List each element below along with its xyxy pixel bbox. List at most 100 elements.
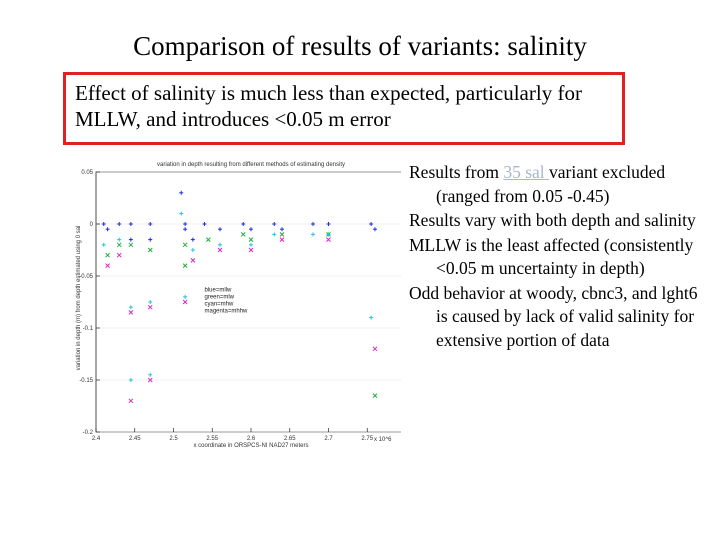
chart-point-mllw (272, 222, 277, 226)
chart-point-mlw (182, 242, 188, 248)
chart-point-stroke (182, 263, 188, 268)
chart-point-stroke (116, 242, 122, 248)
chart-point-stroke (128, 242, 134, 248)
chart-point-stroke (326, 237, 331, 242)
chart-point-mlw (105, 252, 110, 258)
chart-point-stroke (128, 398, 134, 404)
chart-point-mhw (311, 232, 315, 237)
chart-point-mllw (311, 222, 315, 226)
chart-x-tick-label: 2.75 (361, 436, 373, 442)
chart-point-mhw (183, 294, 188, 299)
chart-point-mhw (190, 248, 195, 252)
chart-point-stroke (217, 247, 223, 253)
chart-point-stroke (240, 232, 246, 237)
chart-legend-entry: magenta=mhhw (205, 309, 249, 315)
chart-point-stroke (372, 393, 378, 398)
chart-point-stroke (279, 232, 285, 237)
chart-points (101, 190, 378, 404)
chart-x-ticks: 2.42.452.52.552.62.652.72.752.8 (92, 428, 374, 442)
chart-point-mlw (206, 237, 211, 242)
chart-point-mllw (148, 237, 153, 242)
chart-point-mhw (326, 232, 331, 237)
chart-point-mllw (218, 227, 222, 232)
chart-x-tick-label: 2.55 (206, 436, 218, 442)
chart-point-stroke (182, 299, 188, 305)
chart-point-mllw (101, 222, 106, 226)
chart-point-mlw (128, 242, 134, 248)
chart-point-mllw (190, 237, 195, 242)
chart-point-mlw (248, 237, 254, 242)
chart-point-mhhw (147, 304, 153, 310)
chart-title: variation in depth resulting from differ… (157, 162, 345, 168)
chart-point-mllw (249, 227, 253, 232)
bullet-item: Odd behavior at woody, cbnc3, and lght6 … (409, 282, 698, 350)
chart-point-mhhw (248, 247, 254, 253)
chart-x-tick-label: 2.4 (92, 436, 101, 442)
bullet-text-after: variant excluded (ranged from 0.05 -0.45… (436, 162, 666, 206)
chart-point-mllw (117, 222, 122, 226)
bullet-text-before: Results from (409, 162, 504, 182)
chart-point-mhhw (128, 310, 134, 315)
chart-point-mllw (183, 227, 188, 232)
chart-point-mllw (369, 222, 374, 226)
chart-point-mhw (148, 300, 153, 304)
chart-point-stroke (206, 237, 211, 242)
chart-y-tick-label: -0.2 (83, 430, 94, 436)
chart-point-mlw (372, 393, 378, 398)
chart-gridlines (96, 171, 401, 433)
scatter-chart: variation in depth resulting from differ… (76, 162, 401, 449)
chart-point-mhw (369, 315, 374, 320)
bullet-list: Results from 35 sal variant excluded (ra… (409, 161, 709, 353)
chart-point-stroke (190, 258, 196, 263)
chart-point-stroke (248, 247, 254, 253)
chart-y-ticks: 0.05 0 -0.05 -0.1 -0.15 -0.2 (79, 170, 100, 436)
chart-point-mllw (128, 222, 133, 226)
chart-point-mhhw (190, 258, 196, 263)
sal-variant-link[interactable]: 35 sal (503, 162, 550, 182)
chart-y-axis-label: variation in depth (m) from depth estima… (76, 226, 82, 371)
callout-box: Effect of salinity is much less than exp… (63, 72, 625, 145)
chart-point-mllw (241, 222, 246, 226)
chart-point-mllw (105, 227, 110, 232)
chart-point-stroke (279, 237, 285, 242)
chart-point-mhhw (182, 299, 188, 305)
chart-point-mhw (117, 237, 122, 242)
chart-x-multiplier: x 10^6 (374, 437, 392, 443)
chart-point-mhhw (116, 252, 122, 258)
chart-point-mllw (373, 227, 377, 232)
chart-point-mhw (128, 305, 133, 310)
chart-point-mllw (179, 190, 184, 195)
chart-legend-entry: green=mlw (205, 295, 235, 301)
chart-y-tick-label: 0.05 (81, 170, 93, 176)
chart-point-mhw (128, 378, 133, 382)
chart-point-mhw (179, 211, 184, 216)
chart-x-tick-label: 2.45 (129, 436, 141, 442)
chart-y-tick-label: -0.05 (79, 274, 93, 280)
chart-point-mlw (182, 263, 188, 268)
chart-point-mhhw (128, 398, 134, 404)
chart-point-mhw (249, 242, 253, 247)
chart-point-stroke (248, 237, 254, 242)
chart-plot-frame (95, 171, 401, 433)
chart-point-mllw (202, 222, 207, 226)
chart-point-stroke (128, 310, 134, 315)
chart-point-mllw (280, 227, 284, 232)
bullet-item: Results from 35 sal variant excluded (ra… (409, 161, 709, 208)
chart-x-tick-label: 2.6 (247, 436, 256, 442)
chart-point-mhw (101, 242, 106, 247)
chart-legend-entry: blue=mllw (205, 288, 233, 294)
chart-point-mlw (279, 232, 285, 237)
chart-point-stroke (105, 252, 110, 258)
chart-point-mhw (272, 232, 277, 237)
chart-point-stroke (147, 247, 153, 253)
chart-point-mhhw (372, 346, 378, 352)
chart-point-mhhw (147, 377, 153, 383)
chart-point-stroke (116, 252, 122, 258)
chart-y-tick-label: -0.1 (83, 326, 94, 332)
chart-x-tick-label: 2.7 (324, 436, 333, 442)
slide-title: Comparison of results of variants: salin… (133, 31, 587, 61)
chart-point-mlw (240, 232, 246, 237)
chart-x-tick-label: 2.65 (284, 436, 296, 442)
callout-text: Effect of salinity is much less than exp… (75, 81, 582, 131)
